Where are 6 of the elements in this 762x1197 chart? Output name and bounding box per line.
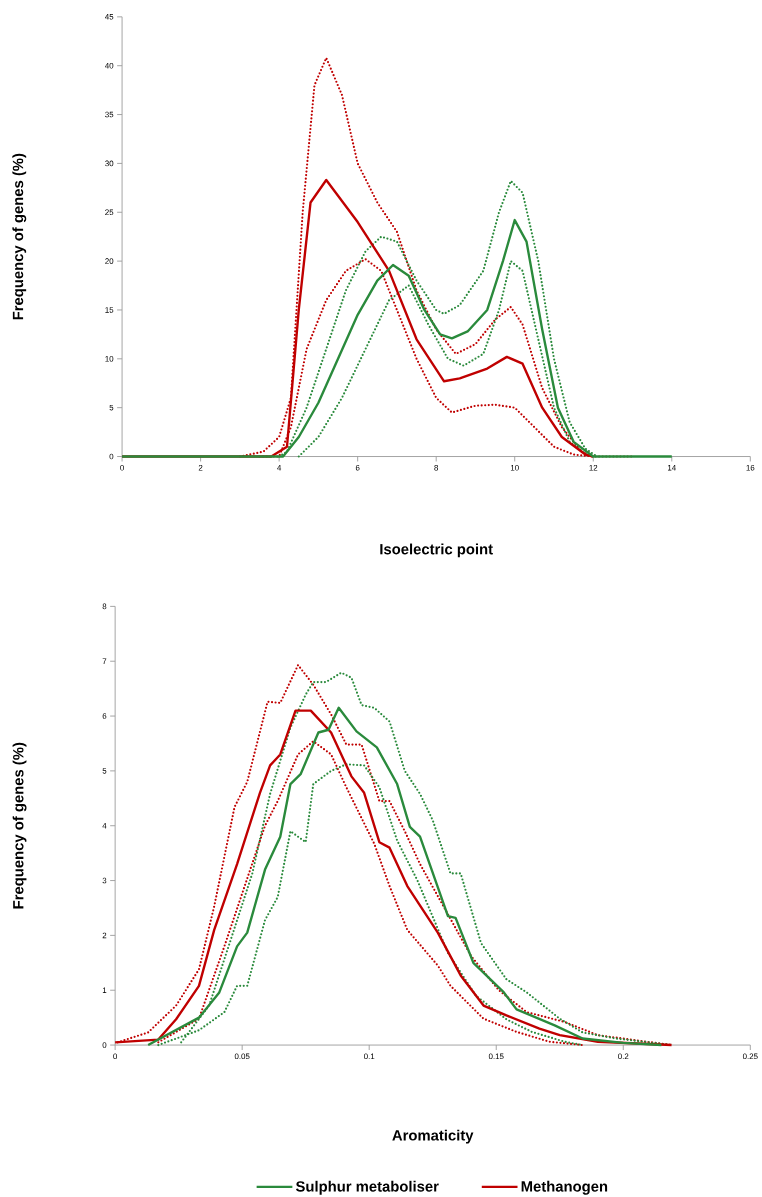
legend-label: Methanogen	[521, 1180, 607, 1195]
y-axis-title: Frequency of genes (%)	[12, 153, 27, 320]
x-axis-title: Aromaticity	[392, 1129, 474, 1144]
x-axis-title: Isoelectric point	[380, 543, 493, 558]
y-axis-title: Frequency of genes (%)	[12, 742, 27, 909]
legend-label: Sulphur metaboliser	[295, 1180, 439, 1195]
